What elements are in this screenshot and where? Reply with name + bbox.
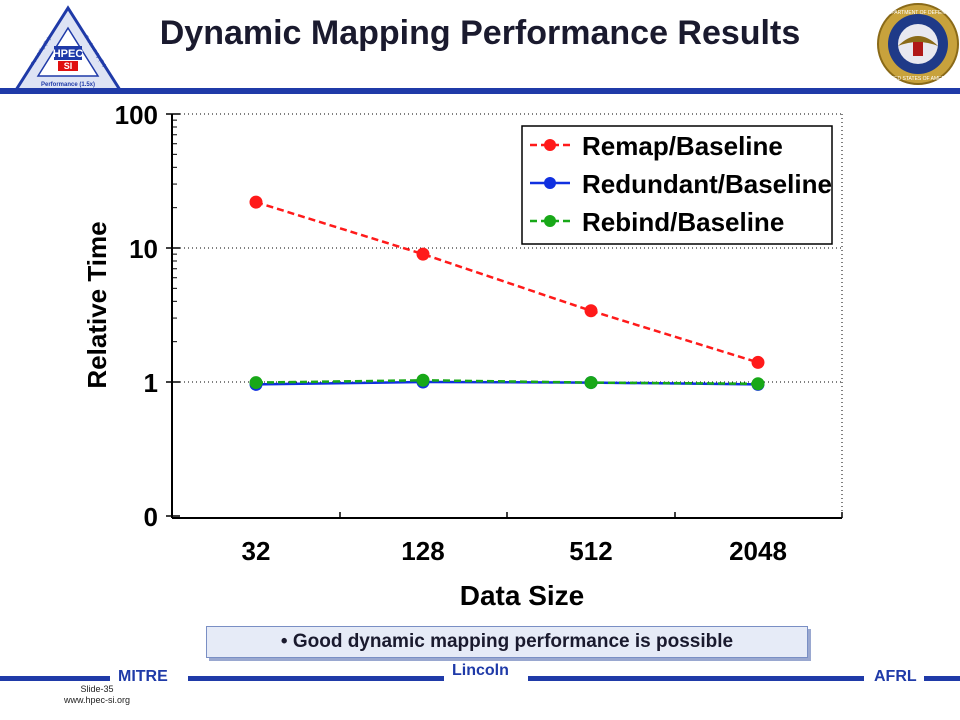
chart-grid [172,113,843,518]
slide-number: Slide-35 [80,684,114,694]
legend-marker [544,139,556,151]
data-point [584,304,598,318]
footer-lincoln: Lincoln [452,662,509,679]
y-tick-label: 0 [144,502,158,532]
header-divider [0,88,960,94]
footer-line-right [924,676,960,681]
data-point [416,373,430,387]
x-axis-label: Data Size [460,580,585,611]
data-point [416,247,430,261]
seal-bottom-text: UNITED STATES OF AMERICA [883,76,955,82]
slide-title: Dynamic Mapping Performance Results [159,14,801,52]
y-tick-label: 100 [115,100,158,130]
footer-line-mid-right [528,676,864,681]
logo-hpec-text: HPEC [53,48,84,60]
footer-mitre: MITRE [118,668,168,685]
slide-url: www.hpec-si.org [64,695,131,705]
dod-seal: DEPARTMENT OF DEFENSE UNITED STATES OF A… [877,3,959,85]
logo-performance-text: Performance (1.5x) [41,82,95,88]
legend-label: Remap/Baseline [582,131,783,161]
footer-afrl: AFRL [874,668,917,685]
chart-series [249,195,765,391]
bullet-label: Good dynamic mapping performance is poss… [292,631,734,652]
data-point [751,355,765,369]
legend-label: Rebind/Baseline [582,207,784,237]
series-rebind-baseline [249,373,765,391]
series-line [255,380,759,386]
footer-line-mid-left [188,676,444,681]
chart-legend: Remap/Baseline Redundant/Baseline Rebind/B… [521,125,833,245]
y-tick-label: 1 [144,368,158,398]
data-point [249,376,263,390]
series-line [255,379,759,386]
series-remap-baseline [249,195,765,369]
legend-box [521,125,833,245]
hpec-si-logo: HPEC SI Portability (3x) Productivity (3… [13,5,123,92]
footer-line-left [0,676,110,681]
y-tick-label: 10 [129,234,158,264]
seal-top-text: DEPARTMENT OF DEFENSE [884,10,952,16]
logo-si-text: SI [64,61,73,71]
bullet-box: • Good dynamic mapping performance is po… [206,626,808,658]
x-tick-label: 512 [569,536,612,566]
data-point [249,195,263,209]
legend-marker [544,177,556,189]
bullet-text: • Good dynamic mapping performance is po… [280,631,734,652]
legend-marker [544,215,556,227]
x-tick-label: 128 [401,536,444,566]
slide-info: Slide-35 www.hpec-si.org [64,684,130,706]
legend-label: Redundant/Baseline [582,169,832,199]
x-tick-label: 32 [242,536,271,566]
data-point [584,376,598,390]
data-point [751,377,765,391]
y-axis-label: Relative Time [82,221,112,388]
x-tick-label: 2048 [729,536,787,566]
